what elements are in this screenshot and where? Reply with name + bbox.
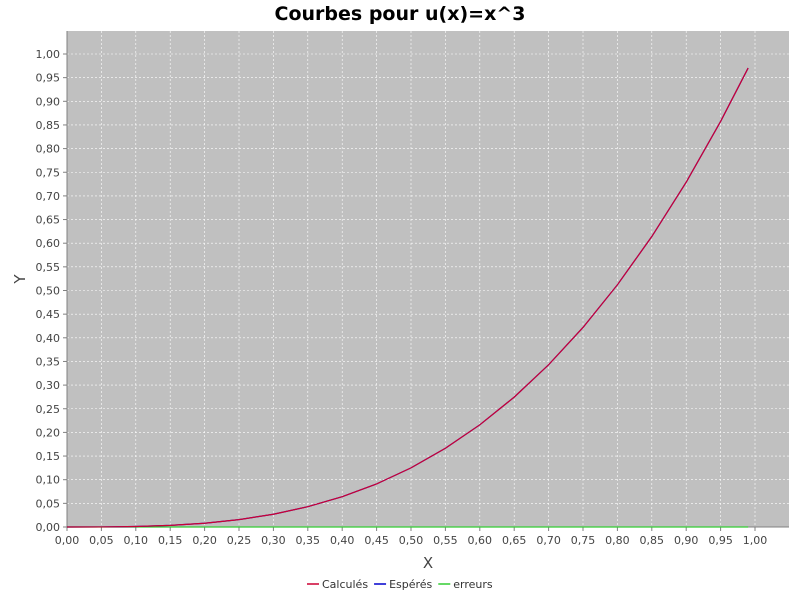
y-tick-label: 0,65	[36, 214, 61, 227]
y-tick-label: 0,90	[36, 95, 61, 108]
x-tick-label: 0,00	[55, 534, 80, 547]
y-tick-label: 0,85	[36, 119, 61, 132]
legend: Calculés Espérés erreurs	[307, 578, 493, 591]
x-tick-label: 0,10	[124, 534, 149, 547]
x-tick-label: 0,20	[192, 534, 217, 547]
y-tick-label: 0,40	[36, 332, 61, 345]
x-tick-label: 1,00	[743, 534, 768, 547]
legend-label: Calculés	[322, 578, 368, 591]
y-tick-label: 0,20	[36, 426, 61, 439]
x-tick-label: 0,90	[674, 534, 699, 547]
y-tick-label: 0,55	[36, 261, 61, 274]
x-tick-label: 0,05	[89, 534, 114, 547]
y-tick-label: 0,80	[36, 143, 61, 156]
y-tick-label: 0,05	[36, 497, 61, 510]
y-tick-label: 0,35	[36, 355, 61, 368]
x-tick-label: 0,85	[640, 534, 665, 547]
x-tick-label: 0,55	[433, 534, 458, 547]
x-tick-label: 0,65	[502, 534, 527, 547]
y-tick-label: 0,00	[36, 521, 61, 534]
x-tick-label: 0,40	[330, 534, 355, 547]
grid	[66, 31, 789, 528]
x-tick-label: 0,50	[399, 534, 424, 547]
series-line-1	[66, 67, 749, 528]
series-lines	[66, 67, 749, 528]
legend-label: erreurs	[453, 578, 493, 591]
y-tick-label: 0,15	[36, 450, 61, 463]
x-axis-title: X	[423, 554, 433, 572]
legend-label: Espérés	[389, 578, 432, 591]
y-tick-label: 0,30	[36, 379, 61, 392]
y-tick-label: 0,60	[36, 237, 61, 250]
y-axis-title: Y	[11, 274, 29, 285]
x-tick-label: 0,60	[468, 534, 493, 547]
x-tick-label: 0,75	[571, 534, 596, 547]
y-tick-label: 0,45	[36, 308, 61, 321]
x-tick-label: 0,35	[296, 534, 321, 547]
x-tick-label: 0,45	[364, 534, 389, 547]
x-axis-ticks: 0,00 0,05 0,10 0,15 0,20 0,25 0,30 0,35 0,40 0,45…	[55, 526, 789, 547]
y-tick-label: 0,95	[36, 72, 61, 85]
y-tick-label: 0,25	[36, 403, 61, 416]
x-tick-label: 0,30	[261, 534, 286, 547]
y-axis-ticks: 0,00 0,05 0,10 0,15 0,20 0,25 0,30 0,35 0,40 0,45…	[36, 31, 68, 534]
x-tick-label: 0,95	[708, 534, 733, 547]
y-tick-label: 0,10	[36, 474, 61, 487]
chart-title: Courbes pour u(x)=x^3	[274, 3, 526, 25]
x-tick-label: 0,80	[605, 534, 630, 547]
x-tick-label: 0,25	[227, 534, 252, 547]
y-tick-label: 0,75	[36, 166, 61, 179]
plot-area	[67, 31, 789, 527]
y-tick-label: 1,00	[36, 48, 61, 61]
x-tick-label: 0,70	[536, 534, 561, 547]
x-tick-label: 0,15	[158, 534, 183, 547]
y-tick-label: 0,50	[36, 285, 61, 298]
y-tick-label: 0,70	[36, 190, 61, 203]
